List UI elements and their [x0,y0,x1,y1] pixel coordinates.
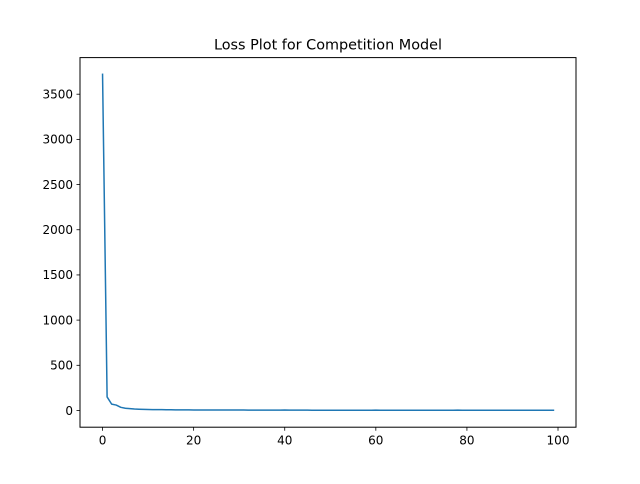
chart-title: Loss Plot for Competition Model [214,38,442,54]
x-tick-label: 100 [547,434,570,448]
x-tick-label: 60 [368,434,383,448]
y-tick-label: 2500 [42,178,73,192]
x-tick-label: 40 [277,434,292,448]
x-tick-label: 20 [186,434,201,448]
y-tick-label: 3500 [42,87,73,101]
y-tick-label: 3000 [42,133,73,147]
y-tick-label: 0 [65,404,73,418]
x-tick-label: 0 [99,434,107,448]
y-tick-label: 1500 [42,268,73,282]
x-tick-label: 80 [459,434,474,448]
y-tick-label: 1000 [42,313,73,327]
y-tick-label: 2000 [42,223,73,237]
y-tick-label: 500 [50,359,73,373]
